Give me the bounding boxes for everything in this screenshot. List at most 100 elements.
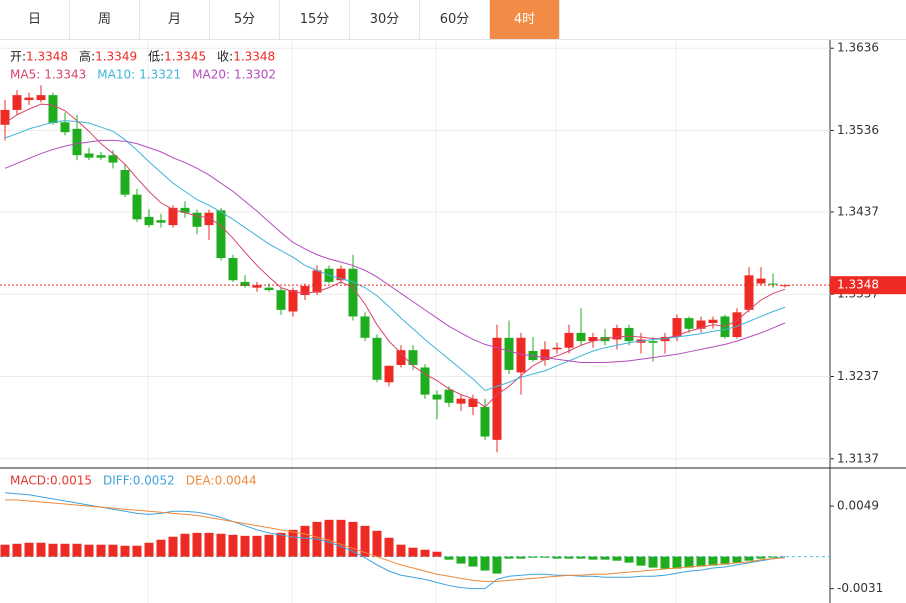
macd-bar [636, 556, 646, 566]
macd-bar [720, 556, 730, 565]
candle-body [48, 95, 58, 124]
ma-line [4, 120, 786, 392]
macd-bar [96, 544, 106, 557]
timeframe-tabs: 日周月 5分 15分 30分 60分 4时 [0, 0, 906, 40]
macd-bar [72, 543, 82, 557]
macd-bar [564, 556, 574, 559]
candle-body [468, 398, 478, 407]
macd-bar [612, 556, 622, 561]
candle-body [24, 97, 34, 101]
legend-label: MA20: [192, 68, 230, 82]
candle-body [396, 350, 406, 365]
macd-bar [384, 537, 394, 557]
macd-bar [516, 556, 526, 559]
candle-body [552, 347, 562, 350]
candle-body [732, 312, 742, 338]
timeframe-tab[interactable]: 30分 [350, 0, 420, 39]
y-tick-label: 1.3636 [837, 41, 879, 55]
legend-label: 收: [217, 50, 233, 64]
timeframe-tab[interactable]: 60分 [420, 0, 490, 39]
legend-label: MA5: [10, 68, 40, 82]
ma-line [4, 103, 786, 408]
legend-value: 0.0044 [215, 474, 257, 488]
timeframe-tab[interactable]: 日 [0, 0, 70, 39]
timeframe-tab[interactable]: 4时 [490, 0, 560, 39]
macd-bar [192, 532, 202, 557]
macd-bar [480, 556, 490, 571]
macd-bar [204, 532, 214, 557]
legend-value: 1.3348 [26, 50, 68, 64]
timeframe-tab[interactable]: 5分 [210, 0, 280, 39]
macd-bar [156, 539, 166, 557]
macd-bar [432, 551, 442, 557]
candle-body [276, 290, 286, 310]
candle-body [480, 406, 490, 437]
candle-body [300, 285, 310, 296]
timeframe-tab[interactable]: 月 [140, 0, 210, 39]
timeframe-tab[interactable]: 15分 [280, 0, 350, 39]
macd-bar [696, 556, 706, 567]
macd-bar [264, 534, 274, 557]
candle-body [696, 320, 706, 329]
legend-label: 开: [10, 50, 26, 64]
candle-body [708, 319, 718, 324]
macd-bar [456, 556, 466, 564]
candle-body [108, 155, 118, 163]
macd-bar [396, 544, 406, 557]
macd-bar [600, 556, 610, 560]
macd-line [4, 492, 786, 590]
candle-body [0, 109, 10, 125]
candle-body [36, 95, 46, 101]
y-tick-label: 1.3536 [837, 123, 879, 137]
macd-bar [120, 545, 130, 557]
macd-bar [420, 549, 430, 557]
candle-body [648, 341, 658, 343]
macd-bar [540, 556, 550, 558]
legend-value: 1.3348 [233, 50, 275, 64]
candle-body [624, 327, 634, 342]
macd-bar [48, 543, 58, 557]
candle-body [252, 285, 262, 288]
candle-body [168, 207, 178, 226]
candle-body [492, 337, 502, 440]
candle-body [756, 278, 766, 284]
legend-label: MACD: [10, 474, 50, 488]
macd-bar [108, 544, 118, 557]
y-tick-label: 1.3437 [837, 204, 879, 218]
macd-bar [708, 556, 718, 566]
legend-label: DIFF: [103, 474, 133, 488]
candle-body [408, 350, 418, 365]
candle-body [516, 337, 526, 373]
macd-bar [744, 556, 754, 561]
macd-bar [468, 556, 478, 567]
legend-value: 0.0052 [133, 474, 175, 488]
macd-bar [588, 556, 598, 560]
macd-bar [732, 556, 742, 563]
candle-body [432, 394, 442, 400]
macd-bar [216, 533, 226, 557]
candle-body [72, 128, 82, 156]
legend-label: MA10: [97, 68, 135, 82]
y-tick-label: 0.0049 [837, 499, 879, 513]
legend-value: 1.3321 [139, 68, 181, 82]
candle-body [60, 122, 70, 133]
timeframe-tab[interactable]: 周 [70, 0, 140, 39]
y-tick-label: 1.3237 [837, 369, 879, 383]
candle-body [96, 155, 106, 158]
candle-body [744, 275, 754, 310]
legend-value: 1.3343 [44, 68, 86, 82]
macd-bar [144, 542, 154, 557]
macd-bar [132, 545, 142, 557]
macd-bar [372, 530, 382, 557]
last-price-label: 1.3348 [837, 278, 879, 292]
macd-bar [504, 556, 514, 559]
candle-body [672, 318, 682, 338]
candle-body [564, 332, 574, 348]
macd-line [5, 499, 786, 582]
candle-body [240, 281, 250, 286]
legend-label: DEA: [186, 474, 215, 488]
candle-body [360, 316, 370, 338]
candle-body [336, 268, 346, 281]
